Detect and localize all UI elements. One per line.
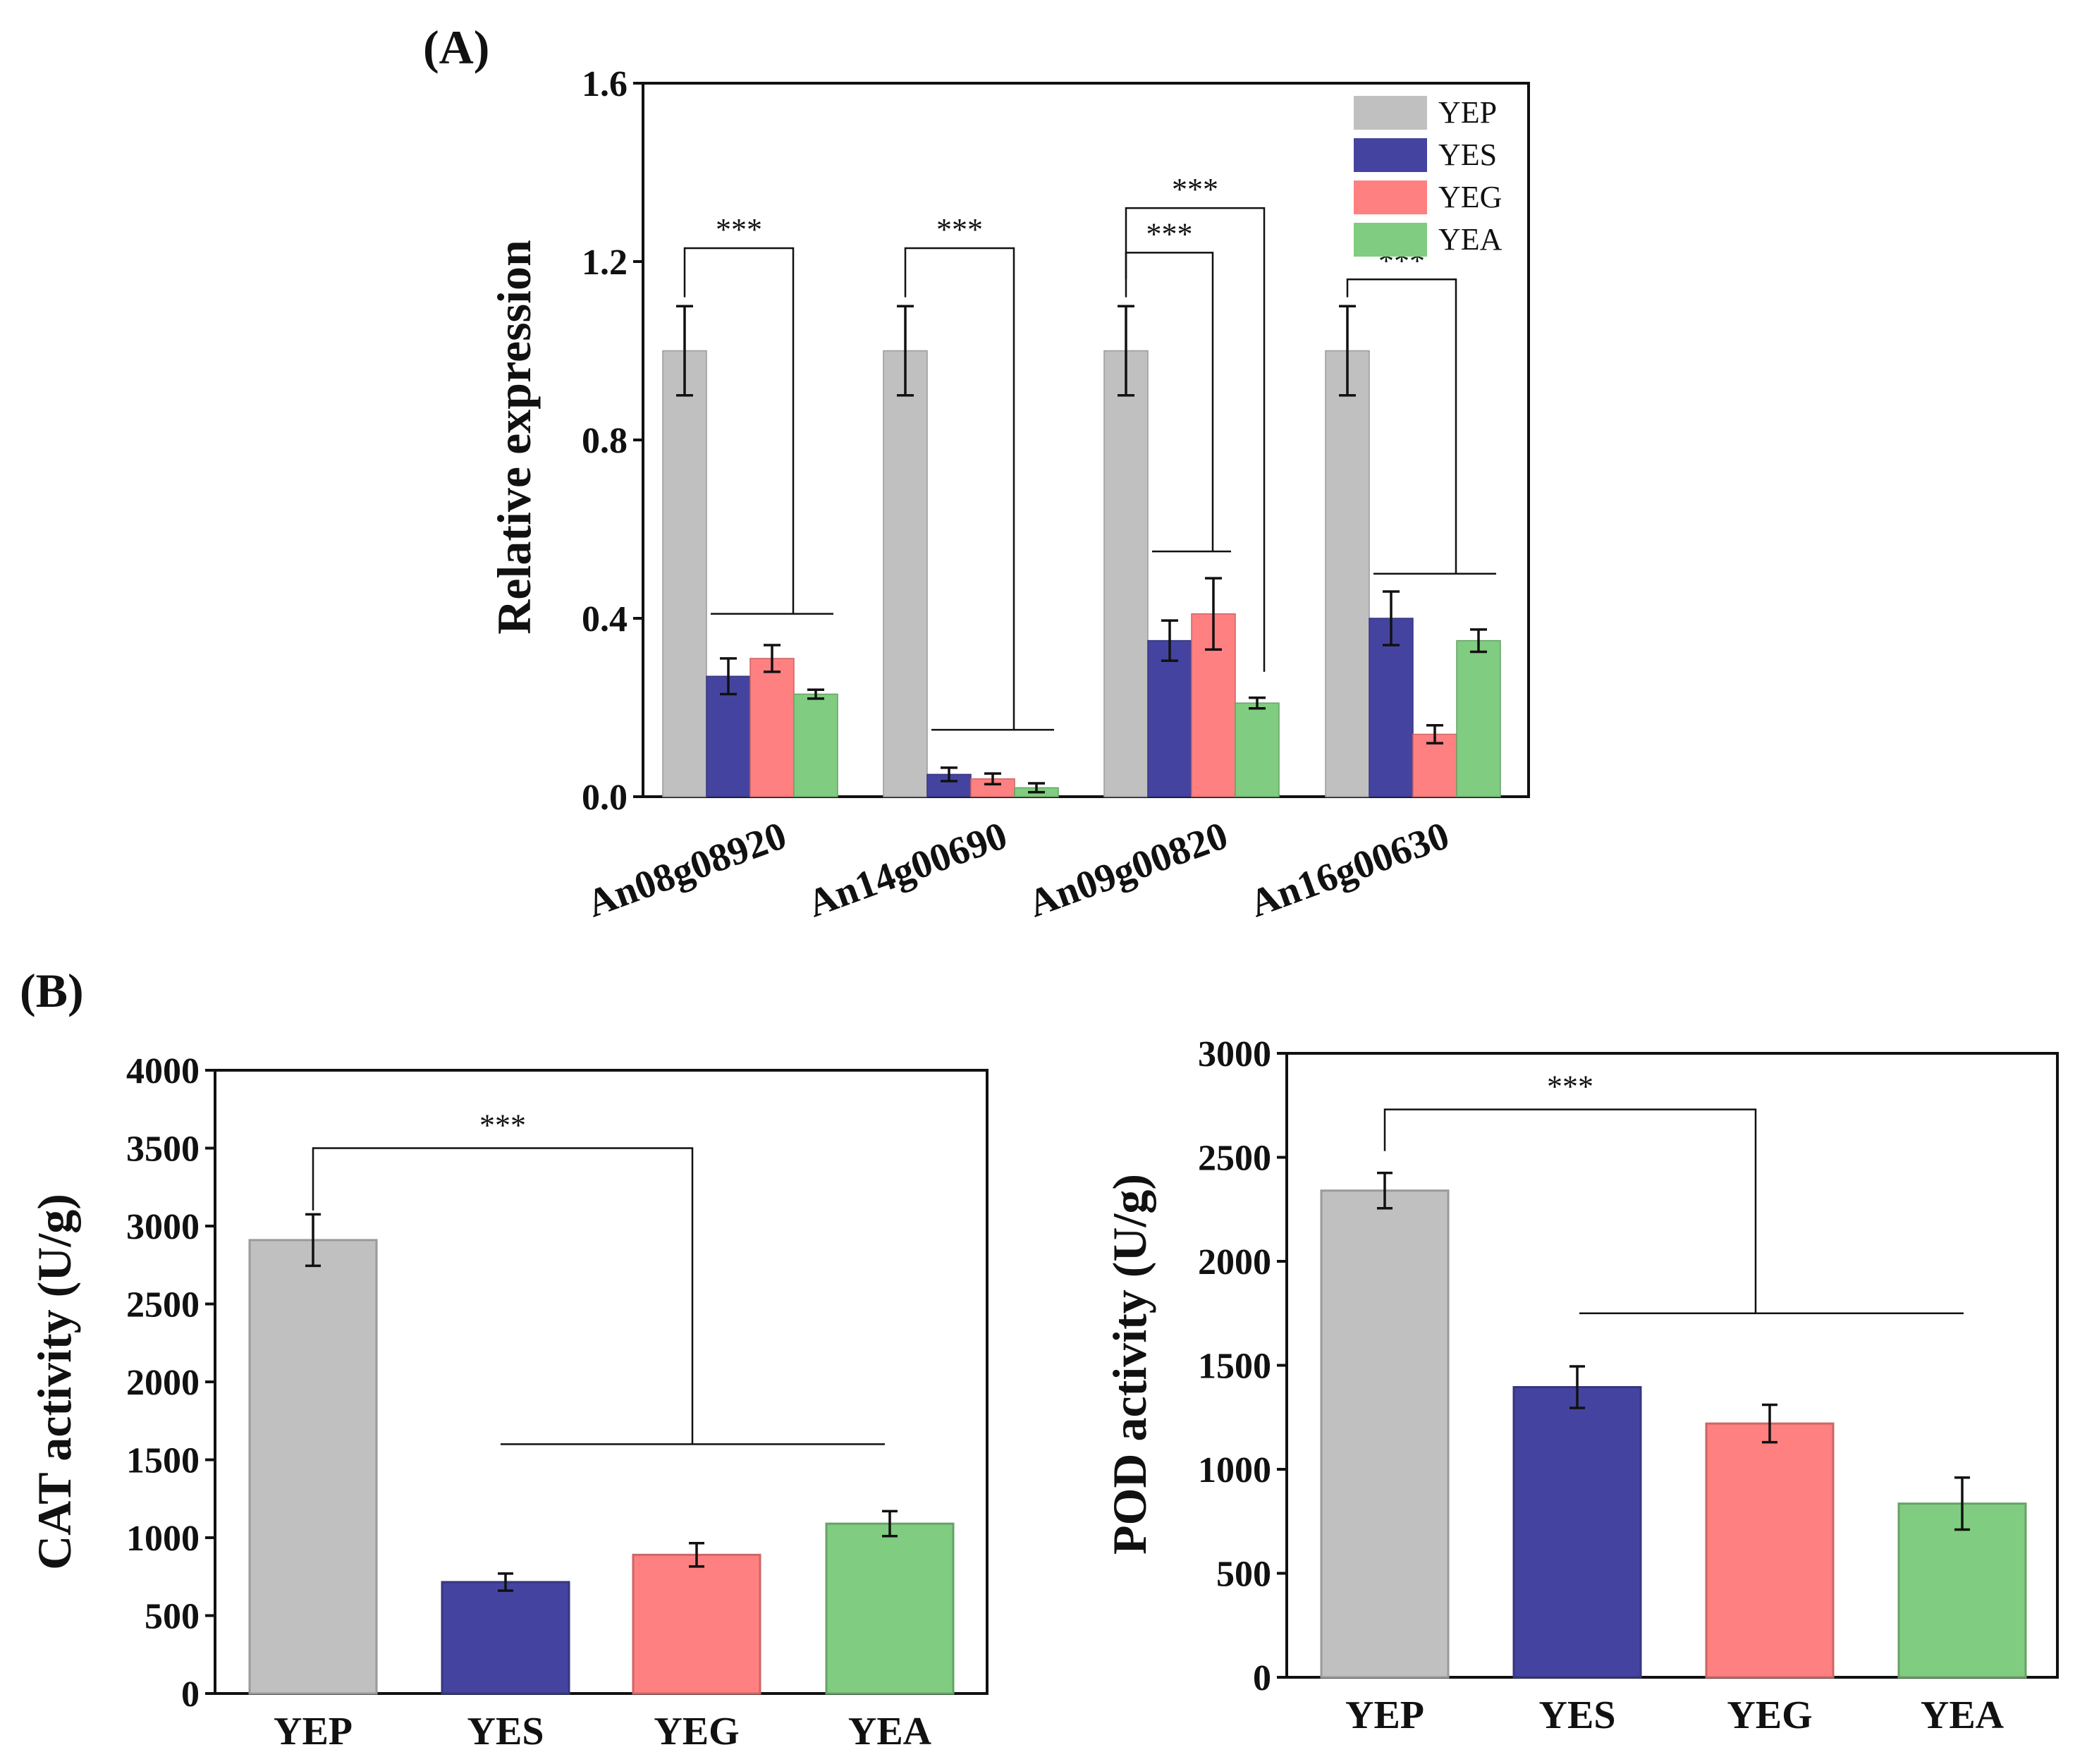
legend-swatch-yeg: [1354, 180, 1427, 214]
bar-yes: [1512, 1385, 1642, 1679]
legend-swatch-yep: [1354, 96, 1427, 130]
x-category-label: An14g00690: [802, 814, 1012, 926]
bar-yeg: [1705, 1422, 1835, 1679]
y-tick-label: 1000: [1198, 1450, 1271, 1490]
x-category-label: An08g08920: [581, 814, 792, 926]
y-tick-label: 0.0: [582, 778, 628, 818]
significance-bracket: [1346, 278, 1457, 574]
bar-yes: [1147, 639, 1192, 797]
legend-label: YEP: [1438, 95, 1497, 130]
y-tick-label: 2000: [126, 1363, 200, 1403]
y-tick-label: 2500: [1198, 1139, 1271, 1179]
bar-yes: [706, 675, 751, 797]
legend-label: YES: [1438, 137, 1497, 172]
significance-marker: ***: [1172, 172, 1218, 207]
bar-yep: [1103, 350, 1149, 797]
significance-marker: ***: [1146, 216, 1193, 251]
bar-yea: [1456, 639, 1501, 797]
y-tick-label: 500: [1216, 1555, 1271, 1595]
x-category-label: YEG: [654, 1710, 739, 1753]
x-category-label: YEP: [1345, 1693, 1424, 1737]
x-category-label: YES: [467, 1710, 544, 1753]
y-axis-title: POD activity (U/g): [1103, 1174, 1156, 1555]
significance-bracket: [683, 247, 795, 614]
y-tick-label: 3500: [126, 1129, 200, 1170]
bar-yes: [1369, 618, 1414, 797]
x-category-label: YEG: [1727, 1693, 1812, 1737]
y-tick-label: 1500: [1198, 1347, 1271, 1387]
bar-yep: [248, 1239, 378, 1695]
bar-yes: [441, 1581, 570, 1695]
y-tick-label: 1000: [126, 1519, 200, 1559]
y-tick-label: 1500: [126, 1441, 200, 1481]
bar-yeg: [749, 658, 795, 797]
cat-activity-chart: 0 500 1000 1500 2000 2500 3000 3500 4000 YEP YES YE…: [27, 1051, 989, 1753]
significance-bracket: [312, 1147, 694, 1445]
y-tick-label: 0: [181, 1674, 200, 1715]
bar-yea: [793, 693, 838, 797]
gene-expression-chart: 0.0 0.4 0.8 1.2 1.6 An08g08920 An14g00690 An09g…: [487, 64, 1530, 926]
legend-label: YEA: [1438, 222, 1502, 257]
pod-activity-chart: 0 500 1000 1500 2000 2500 3000 YEP YES YEG YEA *** P…: [1103, 1034, 2059, 1737]
bar-yep: [1320, 1189, 1450, 1679]
y-tick-label: 1.6: [582, 64, 628, 104]
y-tick-label: 0.8: [582, 421, 628, 461]
panel-label-a: (A): [423, 20, 489, 74]
y-tick-label: 500: [145, 1597, 200, 1637]
x-category-label: YEA: [1921, 1693, 2005, 1737]
significance-bracket: [904, 247, 1015, 730]
significance-bracket: [1125, 252, 1214, 552]
y-tick-label: 1.2: [582, 243, 628, 283]
y-tick-label: 3000: [1198, 1034, 1271, 1074]
y-tick-label: 2500: [126, 1285, 200, 1325]
bar-yep: [1325, 350, 1370, 797]
bar-yep: [662, 350, 707, 797]
y-tick-label: 2000: [1198, 1242, 1271, 1282]
legend-swatch-yea: [1354, 223, 1427, 257]
significance-bracket: [1383, 1108, 1757, 1313]
y-tick-label: 0.4: [582, 599, 628, 639]
x-category-label: An16g00630: [1244, 814, 1455, 926]
legend-label: YEG: [1438, 180, 1502, 214]
y-tick-label: 4000: [126, 1051, 200, 1091]
bar-yea: [825, 1522, 955, 1695]
significance-marker: ***: [716, 212, 762, 247]
bar-yeg: [632, 1553, 761, 1695]
x-category-label: YEP: [274, 1710, 353, 1753]
y-axis-title: CAT activity (U/g): [27, 1194, 81, 1570]
panel-label-b: (B): [20, 964, 84, 1017]
y-tick-label: 0: [1253, 1658, 1271, 1698]
significance-marker: ***: [936, 212, 983, 247]
legend-swatch-yes: [1354, 138, 1427, 172]
x-category-label: YEA: [848, 1710, 932, 1753]
bar-yea: [1235, 702, 1280, 797]
y-axis-title: Relative expression: [487, 240, 541, 635]
significance-marker: ***: [479, 1108, 526, 1143]
significance-marker: ***: [1547, 1070, 1593, 1104]
x-category-label: YES: [1539, 1693, 1616, 1737]
bar-yep: [883, 350, 928, 797]
y-tick-label: 3000: [126, 1207, 200, 1247]
x-category-label: An09g00820: [1022, 814, 1233, 926]
